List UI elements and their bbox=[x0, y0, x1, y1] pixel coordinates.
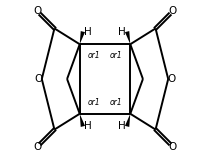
Polygon shape bbox=[80, 31, 85, 44]
Text: or1: or1 bbox=[88, 98, 100, 107]
Text: O: O bbox=[33, 6, 41, 16]
Text: or1: or1 bbox=[88, 51, 100, 60]
Text: O: O bbox=[169, 6, 177, 16]
Polygon shape bbox=[125, 114, 130, 127]
Text: H: H bbox=[118, 27, 126, 37]
Polygon shape bbox=[125, 31, 130, 44]
Text: O: O bbox=[167, 74, 176, 84]
Text: H: H bbox=[84, 27, 92, 37]
Text: or1: or1 bbox=[110, 98, 122, 107]
Text: O: O bbox=[34, 74, 43, 84]
Polygon shape bbox=[80, 114, 85, 127]
Text: H: H bbox=[84, 121, 92, 131]
Text: or1: or1 bbox=[110, 51, 122, 60]
Text: H: H bbox=[118, 121, 126, 131]
Text: O: O bbox=[169, 142, 177, 152]
Text: O: O bbox=[33, 142, 41, 152]
